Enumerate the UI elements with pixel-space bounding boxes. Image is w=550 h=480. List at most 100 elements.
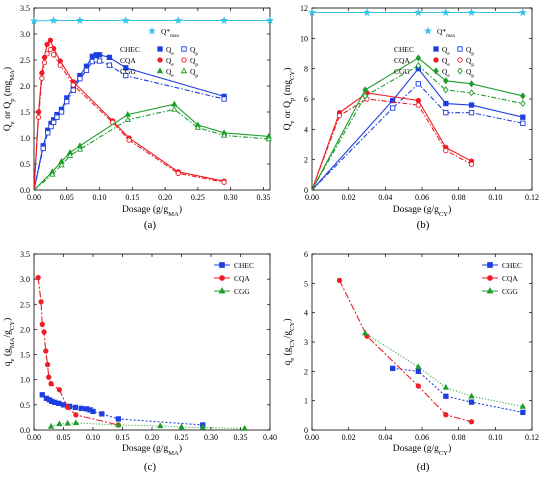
data-point <box>468 419 475 425</box>
series-chec <box>390 365 526 416</box>
x-tick-label: 0.05 <box>57 433 71 442</box>
legend-label: CGG <box>234 287 250 296</box>
series-chec-qp <box>311 81 526 191</box>
data-point <box>106 54 113 61</box>
data-point <box>41 59 48 66</box>
data-point <box>443 393 449 399</box>
legend-group-label: CQA <box>394 56 410 65</box>
qmax-marker <box>220 16 229 24</box>
data-point <box>54 114 60 120</box>
y-tick-label: 1.0 <box>20 376 30 385</box>
data-point <box>39 392 45 398</box>
x-tick-label: 0.25 <box>175 433 189 442</box>
legend-marker <box>487 262 493 268</box>
data-point <box>171 105 178 112</box>
y-axis-label-part: e <box>9 359 16 362</box>
legend-qp-label: Qp <box>466 67 474 79</box>
qmax-marker <box>49 16 58 24</box>
legend-qe-marker <box>156 67 164 74</box>
y-axis-label: qe (gCY/gCY) <box>282 318 296 365</box>
data-point <box>220 131 228 138</box>
data-point <box>126 137 132 143</box>
data-point <box>443 412 449 418</box>
data-point <box>41 54 48 61</box>
x-tick-label: 0.10 <box>488 433 502 442</box>
qmax-marker <box>121 16 130 24</box>
series-line <box>311 92 472 191</box>
legend-qp-text: Q <box>190 45 196 54</box>
qmax-marker <box>307 8 317 16</box>
data-point <box>361 329 369 336</box>
legend-qe-marker <box>433 67 439 75</box>
y-axis-label-part: MA <box>9 337 16 348</box>
legend-qe-marker <box>433 57 439 63</box>
x-tick-label: 0.10 <box>488 193 502 202</box>
data-point <box>468 102 475 108</box>
legend-qmax-marker <box>147 26 157 35</box>
x-axis-label: Dosage (g/gCY) <box>393 443 452 457</box>
panel-caption: (d) <box>417 461 430 473</box>
x-axis-label-sub: CY <box>439 450 448 457</box>
data-point <box>468 161 475 167</box>
data-point <box>221 179 227 185</box>
x-axis-label-main: Dosage (g/g <box>122 204 168 215</box>
data-point <box>58 161 65 168</box>
data-point <box>39 321 45 328</box>
legend-qmax-sub: max <box>446 33 455 39</box>
legend-qp-sub: p <box>195 51 198 57</box>
data-point <box>35 114 42 120</box>
y-axis-label-part: q <box>283 361 293 366</box>
y-axis-label-part: CY <box>289 338 296 347</box>
data-point <box>96 58 103 64</box>
qmax-line <box>33 19 270 22</box>
y-tick-label: 1.5 <box>20 108 30 117</box>
x-tick-label: 0.02 <box>342 193 356 202</box>
legend-group-label: CGG <box>120 67 136 76</box>
y-axis-label-part: /g <box>283 331 293 339</box>
data-point <box>443 86 449 94</box>
legend-qp-marker <box>180 67 188 74</box>
legend-qp-text: Q <box>466 56 472 65</box>
series-line <box>311 98 472 191</box>
data-point <box>77 76 83 82</box>
series-cqa-qp <box>311 96 475 191</box>
x-tick-label: 0.08 <box>452 193 466 202</box>
y-tick-label: 12 <box>300 4 308 13</box>
legend-qp-marker <box>457 46 463 52</box>
data-point <box>157 422 164 429</box>
y-tick-label: 3.5 <box>20 250 30 259</box>
y-tick-label: 3.5 <box>20 4 30 13</box>
y-tick-label: 0.5 <box>20 401 30 410</box>
y-tick-label: 1.5 <box>20 351 30 360</box>
legend-qe-sub: e <box>447 51 450 57</box>
data-point <box>362 92 368 100</box>
data-point <box>415 368 421 374</box>
panel-caption: (a) <box>144 219 157 231</box>
y-axis-label-part: (mg <box>2 81 13 99</box>
data-point <box>70 82 76 88</box>
legend-qe-sub: e <box>171 62 174 68</box>
x-axis-label: Dosage (g/gMA) <box>122 204 182 218</box>
legend-qp-sub: p <box>195 73 198 79</box>
y-axis-label-part: Q <box>3 124 13 131</box>
legend-qp-label: Qp <box>190 45 198 57</box>
x-tick-label: 0.04 <box>378 193 392 202</box>
legend-label: CHEC <box>502 261 522 270</box>
panel-caption: (b) <box>417 219 430 231</box>
y-axis-label-part: (g <box>282 347 293 358</box>
legend-marker <box>219 262 225 268</box>
x-tick-label: 0.10 <box>93 193 107 202</box>
data-point <box>443 100 449 107</box>
legend-qe-label: Qe <box>166 45 174 57</box>
data-point <box>78 405 84 412</box>
data-point <box>40 145 46 152</box>
x-tick-label: 0.30 <box>224 193 238 202</box>
legend-marker <box>486 287 494 294</box>
x-tick-label: 0.06 <box>415 433 429 442</box>
y-tick-label: 2.0 <box>20 82 30 91</box>
x-axis-label-main: Dosage (g/g <box>393 443 439 454</box>
qmax-marker <box>518 8 527 16</box>
data-point <box>390 97 396 104</box>
data-point <box>64 419 71 426</box>
y-axis-label-part: CY <box>289 71 296 80</box>
